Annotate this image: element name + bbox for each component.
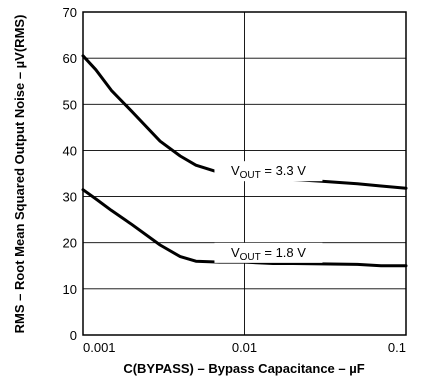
x-tick-label: 0.01 bbox=[232, 340, 257, 355]
y-tick-label: 70 bbox=[63, 5, 77, 20]
x-tick-label: 0.001 bbox=[83, 340, 116, 355]
x-tick-label: 0.1 bbox=[388, 340, 406, 355]
y-tick-label: 60 bbox=[63, 51, 77, 66]
x-axis-title: C(BYPASS) – Bypass Capacitance – µF bbox=[123, 361, 364, 376]
y-tick-label: 30 bbox=[63, 190, 77, 205]
plot-frame bbox=[82, 11, 407, 336]
series-label-1: VOUT = 3.3 V bbox=[231, 163, 306, 181]
y-axis-title: RMS – Root Mean Squared Output Noise – µ… bbox=[12, 15, 27, 334]
grid bbox=[83, 12, 406, 335]
y-tick-label: 40 bbox=[63, 143, 77, 158]
y-tick-label: 50 bbox=[63, 97, 77, 112]
y-tick-label: 20 bbox=[63, 236, 77, 251]
series-line-2 bbox=[81, 188, 408, 268]
annotation-bg bbox=[214, 161, 323, 182]
y-tick-label: 10 bbox=[63, 282, 77, 297]
series-label-2: VOUT = 1.8 V bbox=[231, 245, 306, 263]
y-tick-label: 0 bbox=[70, 328, 77, 343]
tick-labels: 0 10 20 30 40 50 60 70 0.001 0.01 0.1 bbox=[63, 5, 406, 355]
annotation-layer: VOUT = 3.3 V VOUT = 1.8 V bbox=[214, 161, 323, 263]
annotation-bg bbox=[214, 242, 323, 263]
